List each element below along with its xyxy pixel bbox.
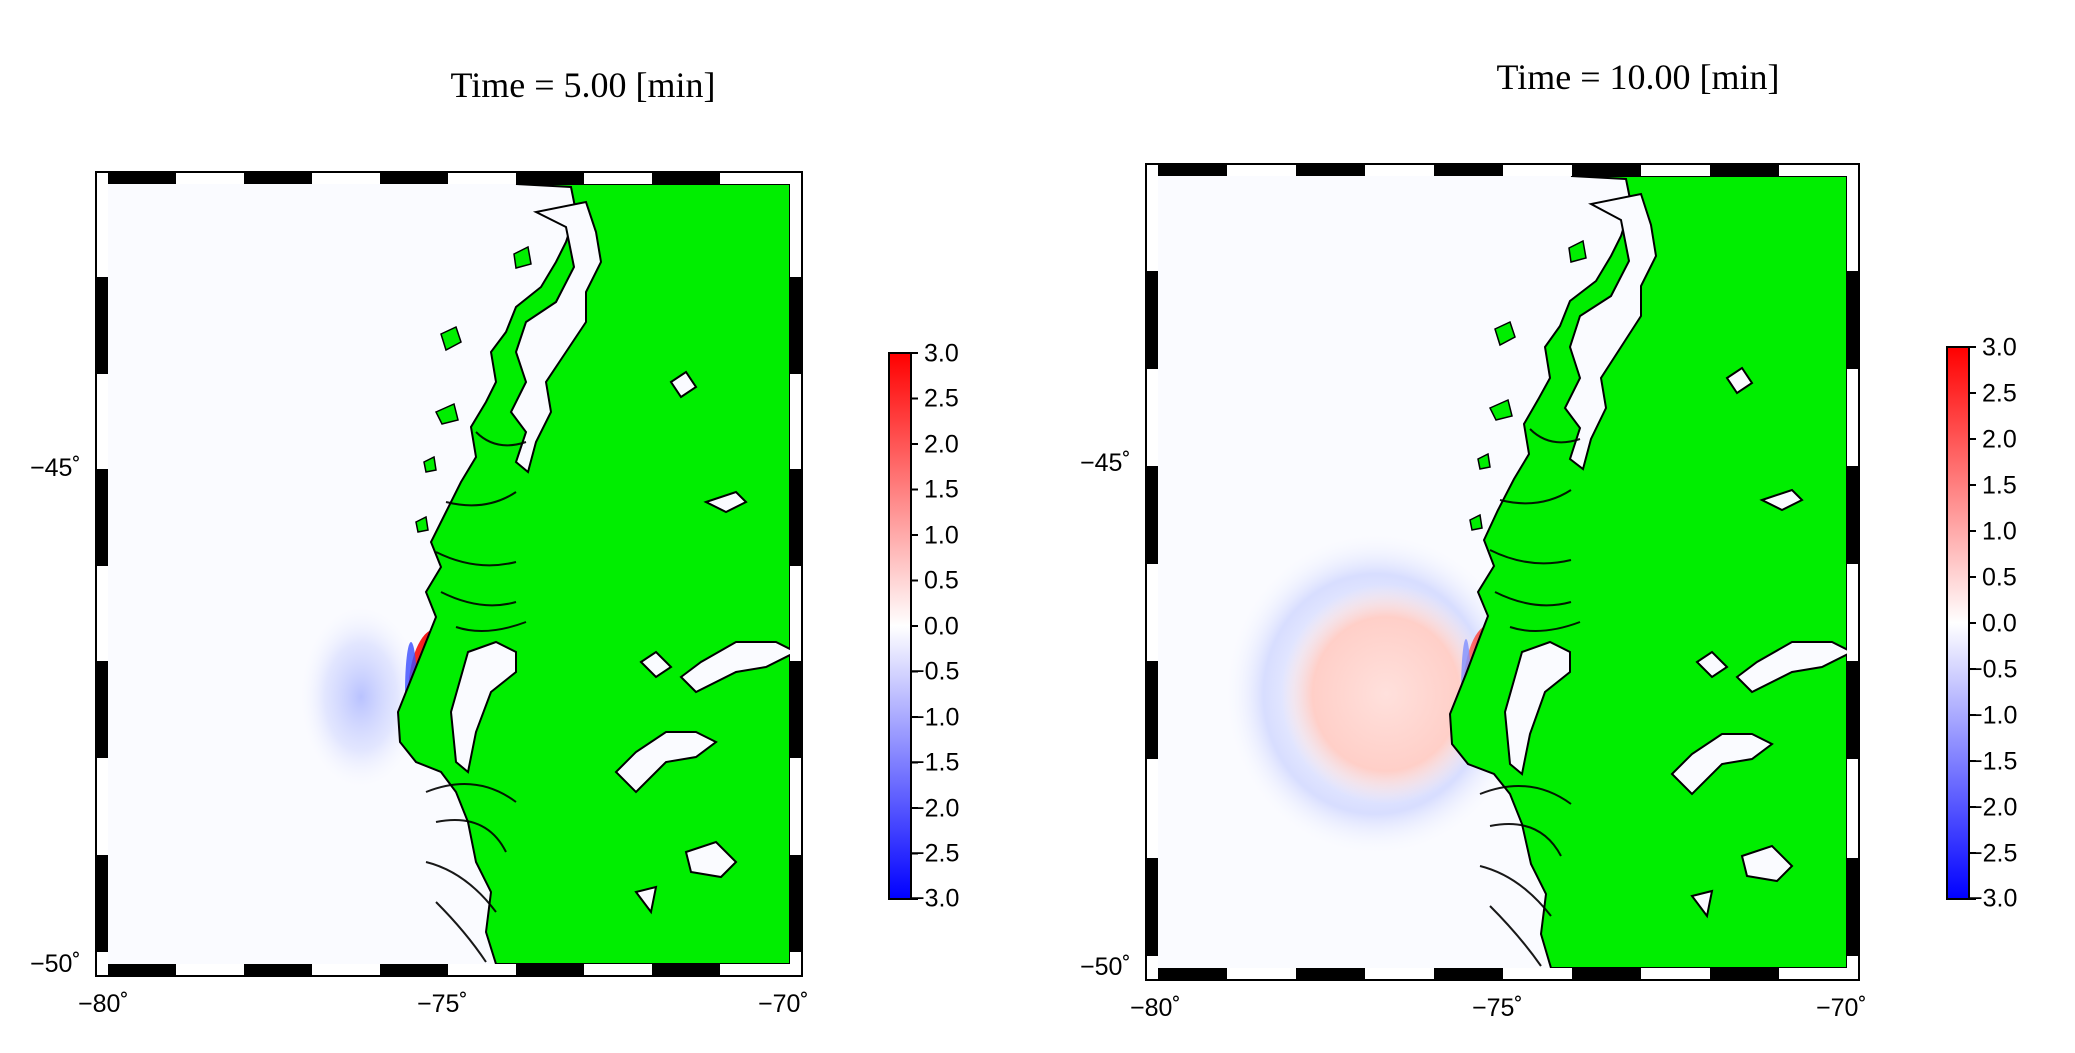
x-tick-label: −70˚ xyxy=(758,990,809,1018)
colorbar-tick-label: 2.0 xyxy=(924,430,959,459)
x-tick-label: −75˚ xyxy=(417,990,468,1018)
colorbar-tick-label: −2.5 xyxy=(910,839,960,868)
colorbar-tick-label: 0.0 xyxy=(1982,609,2017,638)
colorbar-tick-label: −2.5 xyxy=(1968,839,2018,868)
colorbar-tick-label: 2.5 xyxy=(1982,379,2017,408)
frame-scale-bar xyxy=(1146,164,1859,980)
colorbar xyxy=(1946,346,1976,900)
colorbar-tick-label: 0.5 xyxy=(1982,563,2017,592)
colorbar-tick-label: 3.0 xyxy=(924,339,959,368)
wave-trough xyxy=(301,607,421,787)
lakes xyxy=(1670,366,1847,919)
land-mass xyxy=(396,184,790,964)
islands xyxy=(1469,239,1587,531)
colorbar-tick-label: −1.0 xyxy=(910,703,960,732)
colorbar-tick-label: −0.5 xyxy=(910,657,960,686)
colorbar-tick-label: −2.0 xyxy=(910,794,960,823)
lakes xyxy=(614,370,790,915)
land-mass xyxy=(1448,176,1847,968)
y-tick-label: −50˚ xyxy=(30,950,81,978)
colorbar-tick-label: 3.0 xyxy=(1982,333,2017,362)
y-tick-label: −45˚ xyxy=(30,454,81,482)
y-tick-label: −50˚ xyxy=(1080,953,1131,981)
colorbar-tick-label: −1.5 xyxy=(910,748,960,777)
colorbar-tick-label: 1.5 xyxy=(1982,471,2017,500)
colorbar xyxy=(888,352,918,900)
x-tick-label: −70˚ xyxy=(1816,994,1867,1022)
colorbar-tick-label: −3.0 xyxy=(1968,884,2018,913)
colorbar-tick-label: 0.5 xyxy=(924,566,959,595)
colorbar-tick-label: 2.0 xyxy=(1982,425,2017,454)
colorbar-tick-label: 1.5 xyxy=(924,475,959,504)
colorbar-tick-label: −1.5 xyxy=(1968,747,2018,776)
colorbar-tick-label: 2.5 xyxy=(924,384,959,413)
colorbar-tick-label: −0.5 xyxy=(1968,655,2018,684)
x-tick-label: −75˚ xyxy=(1472,994,1523,1022)
panel-title: Time = 5.00 [min] xyxy=(450,65,716,105)
islands xyxy=(415,245,532,533)
wave-front xyxy=(1281,584,1491,804)
colorbar-tick-label: 1.0 xyxy=(924,521,959,550)
colorbar-tick-label: 1.0 xyxy=(1982,517,2017,546)
x-tick-label: −80˚ xyxy=(78,990,129,1018)
colorbar-tick-label: −3.0 xyxy=(910,884,960,913)
map-frame xyxy=(95,171,803,977)
colorbar-tick-label: −1.0 xyxy=(1968,701,2018,730)
colorbar-tick-label: −2.0 xyxy=(1968,793,2018,822)
y-tick-label: −45˚ xyxy=(1080,449,1131,477)
x-tick-label: −80˚ xyxy=(1130,994,1181,1022)
colorbar-tick-label: 0.0 xyxy=(924,612,959,641)
frame-scale-bar xyxy=(96,172,802,976)
map-frame xyxy=(1145,163,1860,981)
panel-title: Time = 10.00 [min] xyxy=(1496,57,1780,97)
